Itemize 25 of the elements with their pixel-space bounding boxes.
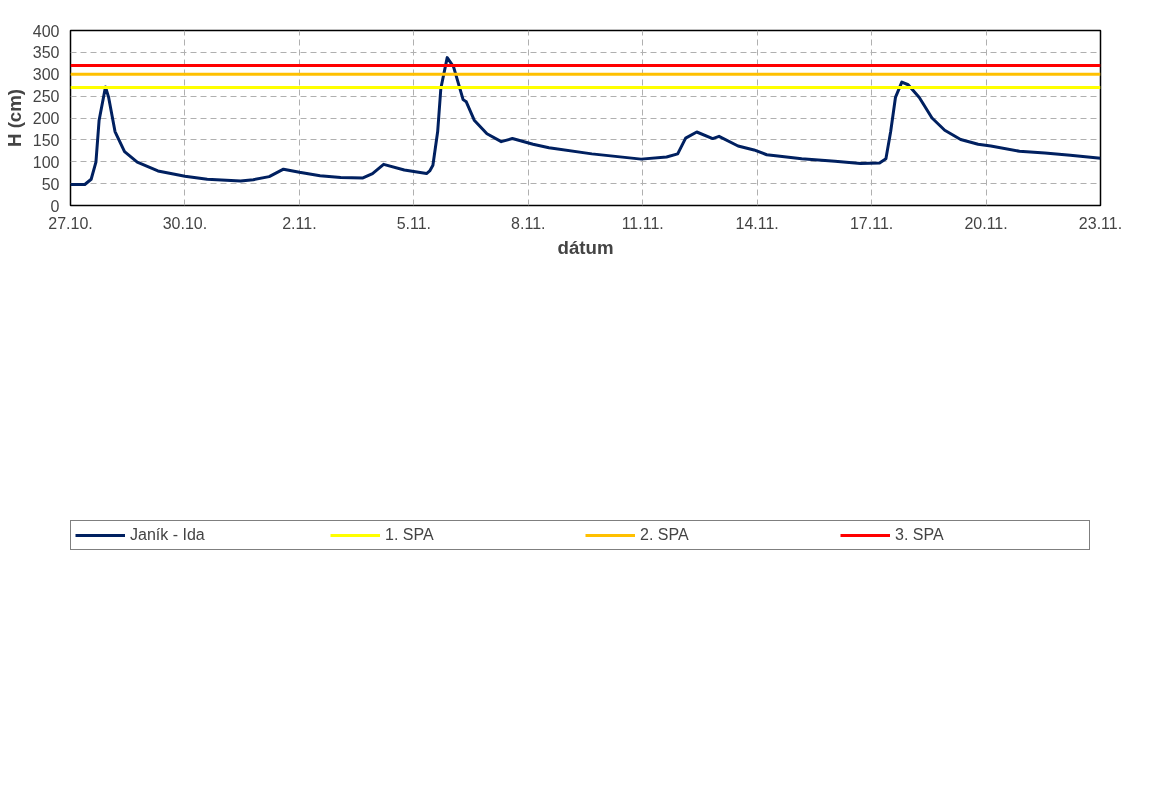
y-tick-label: 250	[32, 88, 60, 106]
y-tick-label: 300	[32, 66, 60, 84]
legend-label: 1. SPA	[385, 526, 435, 544]
x-tick-label: 27.10.	[48, 214, 93, 232]
x-axis-title: dátum	[557, 236, 614, 258]
x-tick-label: 14.11.	[735, 214, 779, 232]
x-tick-label: 2.11.	[282, 214, 317, 232]
y-tick-label: 350	[32, 44, 60, 62]
y-tick-label: 150	[32, 131, 60, 149]
legend-label: 2. SPA	[640, 526, 690, 544]
x-tick-label: 11.11.	[621, 214, 664, 232]
x-tick-label: 5.11.	[396, 214, 432, 232]
legend-label: 3. SPA	[895, 526, 945, 544]
x-tick-label: 20.11.	[964, 214, 1008, 232]
y-tick-label: 50	[41, 175, 60, 193]
x-tick-label: 8.11.	[511, 214, 546, 232]
y-tick-label: 400	[32, 22, 60, 40]
x-tick-label: 17.11.	[849, 214, 894, 232]
x-tick-label: 30.10.	[162, 214, 208, 232]
y-tick-label: 200	[32, 110, 60, 127]
x-tick-label: 23.11.	[1078, 214, 1123, 232]
y-axis-title: H (cm)	[3, 88, 25, 148]
legend-label: Janík - Ida	[130, 526, 206, 544]
y-tick-label: 100	[32, 153, 60, 171]
y-tick-label: 0	[50, 197, 60, 215]
